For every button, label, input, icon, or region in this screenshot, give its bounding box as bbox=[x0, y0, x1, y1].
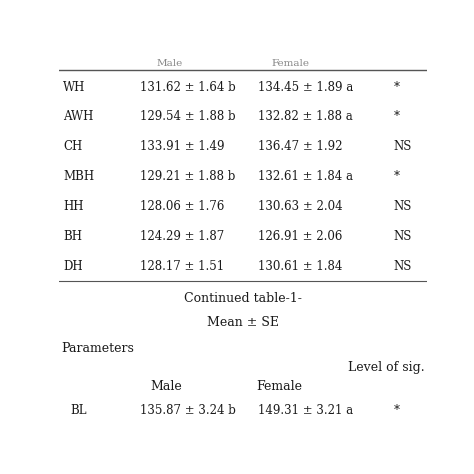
Text: WH: WH bbox=[63, 81, 85, 93]
Text: *: * bbox=[393, 170, 400, 183]
Text: 149.31 ± 3.21 a: 149.31 ± 3.21 a bbox=[258, 404, 353, 418]
Text: NS: NS bbox=[393, 260, 412, 273]
Text: 128.17 ± 1.51: 128.17 ± 1.51 bbox=[140, 260, 224, 273]
Text: 134.45 ± 1.89 a: 134.45 ± 1.89 a bbox=[258, 81, 353, 93]
Text: BH: BH bbox=[63, 230, 82, 243]
Text: 128.06 ± 1.76: 128.06 ± 1.76 bbox=[140, 200, 225, 213]
Text: 130.63 ± 2.04: 130.63 ± 2.04 bbox=[258, 200, 342, 213]
Text: Level of sig.: Level of sig. bbox=[348, 361, 425, 374]
Text: 133.91 ± 1.49: 133.91 ± 1.49 bbox=[140, 140, 225, 154]
Text: Male: Male bbox=[156, 59, 182, 68]
Text: BL: BL bbox=[70, 404, 87, 418]
Text: Female: Female bbox=[256, 380, 303, 393]
Text: NS: NS bbox=[393, 230, 412, 243]
Text: *: * bbox=[393, 110, 400, 123]
Text: 124.29 ± 1.87: 124.29 ± 1.87 bbox=[140, 230, 224, 243]
Text: 135.87 ± 3.24 b: 135.87 ± 3.24 b bbox=[140, 404, 236, 418]
Text: Male: Male bbox=[150, 380, 182, 393]
Text: *: * bbox=[393, 81, 400, 93]
Text: HH: HH bbox=[63, 200, 83, 213]
Text: Parameters: Parameters bbox=[61, 342, 134, 355]
Text: Continued table-1-: Continued table-1- bbox=[184, 292, 302, 305]
Text: CH: CH bbox=[63, 140, 82, 154]
Text: Female: Female bbox=[272, 59, 310, 68]
Text: 131.62 ± 1.64 b: 131.62 ± 1.64 b bbox=[140, 81, 236, 93]
Text: Mean ± SE: Mean ± SE bbox=[207, 316, 279, 328]
Text: 129.21 ± 1.88 b: 129.21 ± 1.88 b bbox=[140, 170, 236, 183]
Text: MBH: MBH bbox=[63, 170, 94, 183]
Text: 130.61 ± 1.84: 130.61 ± 1.84 bbox=[258, 260, 342, 273]
Text: *: * bbox=[393, 404, 400, 418]
Text: 132.82 ± 1.88 a: 132.82 ± 1.88 a bbox=[258, 110, 352, 123]
Text: NS: NS bbox=[393, 140, 412, 154]
Text: AWH: AWH bbox=[63, 110, 93, 123]
Text: 126.91 ± 2.06: 126.91 ± 2.06 bbox=[258, 230, 342, 243]
Text: 129.54 ± 1.88 b: 129.54 ± 1.88 b bbox=[140, 110, 236, 123]
Text: DH: DH bbox=[63, 260, 82, 273]
Text: 132.61 ± 1.84 a: 132.61 ± 1.84 a bbox=[258, 170, 353, 183]
Text: NS: NS bbox=[393, 200, 412, 213]
Text: 136.47 ± 1.92: 136.47 ± 1.92 bbox=[258, 140, 342, 154]
